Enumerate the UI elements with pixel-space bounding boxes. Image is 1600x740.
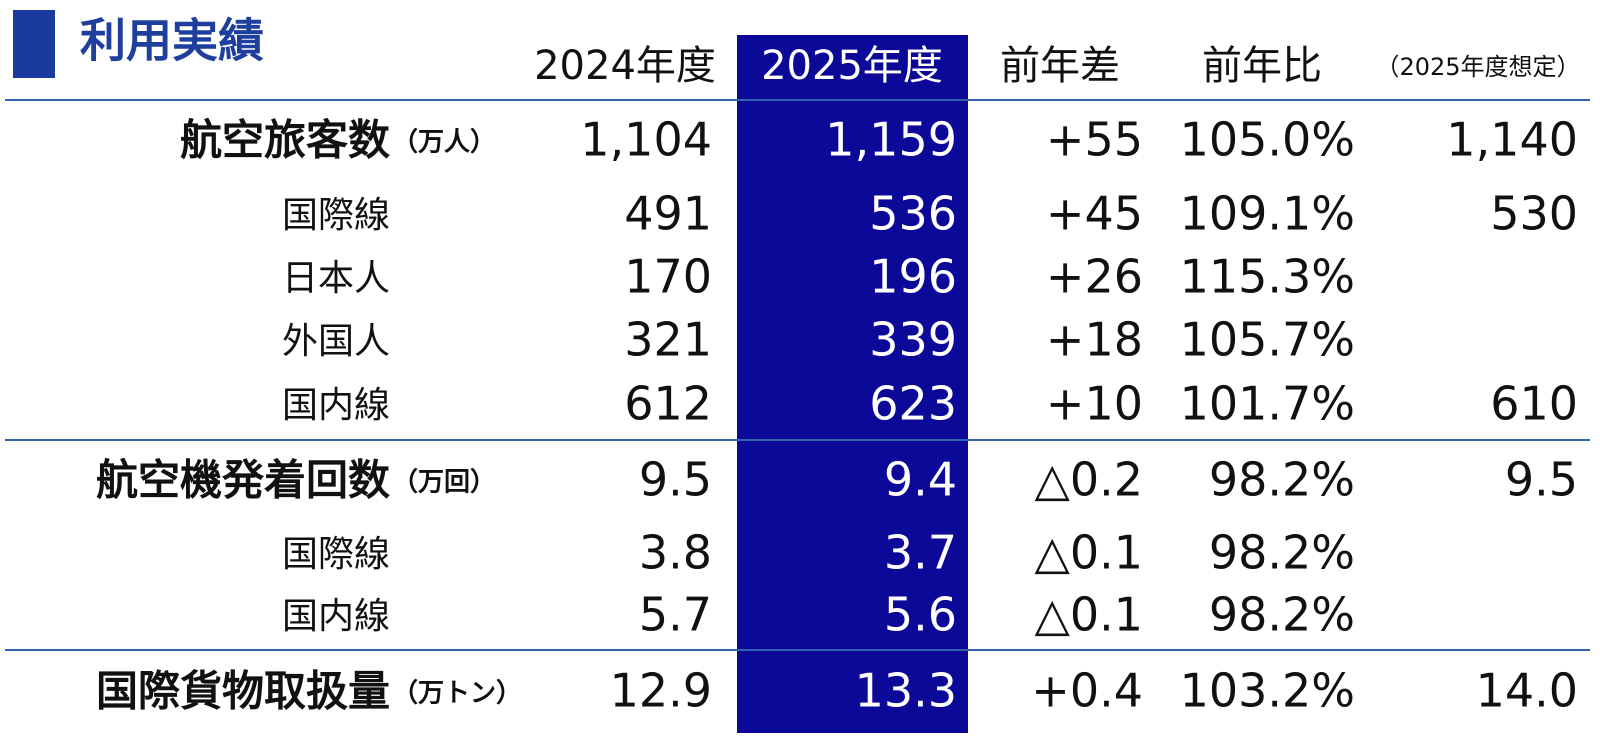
cell: +0.4 [1031, 664, 1143, 718]
cell: 610 [1490, 377, 1578, 431]
cell: 13.3 [855, 664, 957, 718]
row-label: 外国人 [282, 321, 390, 362]
column-header: 2024年度 [534, 43, 716, 89]
cell: △0.1 [1034, 526, 1143, 580]
cell: 3.7 [884, 526, 957, 580]
row-label: 国内線 [282, 385, 390, 426]
column-header: 前年比 [1202, 43, 1322, 89]
cell: 612 [624, 377, 712, 431]
cell: 98.2% [1209, 588, 1355, 642]
cell: △0.1 [1034, 588, 1143, 642]
cell: 115.3% [1180, 250, 1355, 304]
cell: 3.8 [639, 526, 712, 580]
cell: 196 [869, 250, 957, 304]
cell: 1,159 [825, 113, 957, 167]
cell: +26 [1046, 250, 1143, 304]
cell: 105.7% [1180, 313, 1355, 367]
cell: +18 [1046, 313, 1143, 367]
cell: 98.2% [1209, 526, 1355, 580]
row-label: 国内線 [282, 596, 390, 637]
title-marker [13, 10, 55, 78]
cell: +45 [1046, 187, 1143, 241]
cell: 9.5 [1505, 453, 1578, 507]
cell: △0.2 [1034, 453, 1143, 507]
cell: +55 [1046, 113, 1143, 167]
section-label: 航空旅客数 [180, 116, 390, 165]
cell: 103.2% [1180, 664, 1355, 718]
cell: 109.1% [1180, 187, 1355, 241]
cell: 1,140 [1446, 113, 1578, 167]
section-unit: （万人） [392, 128, 496, 158]
column-header: （2025年度想定） [1375, 53, 1580, 81]
cell: 12.9 [610, 664, 712, 718]
cell: 170 [624, 250, 712, 304]
column-header: 前年差 [1000, 43, 1120, 89]
cell: 321 [624, 313, 712, 367]
cell: 530 [1490, 187, 1578, 241]
cell: 491 [624, 187, 712, 241]
cell: 1,104 [580, 113, 712, 167]
title: 利用実績 [80, 14, 264, 68]
cell: 9.5 [639, 453, 712, 507]
cell: 98.2% [1209, 453, 1355, 507]
section-label: 国際貨物取扱量 [96, 667, 390, 716]
section-label: 航空機発着回数 [96, 456, 390, 505]
cell: 536 [869, 187, 957, 241]
cell: 101.7% [1180, 377, 1355, 431]
row-label: 日本人 [282, 258, 390, 299]
cell: +10 [1046, 377, 1143, 431]
row-label: 国際線 [282, 195, 390, 236]
column-header: 2025年度 [761, 43, 943, 89]
cell: 14.0 [1476, 664, 1578, 718]
row-label: 国際線 [282, 534, 390, 575]
cell: 9.4 [884, 453, 957, 507]
cell: 105.0% [1180, 113, 1355, 167]
section-unit: （万回） [392, 468, 496, 498]
section-unit: （万トン） [392, 679, 522, 709]
cell: 339 [869, 313, 957, 367]
cell: 5.7 [639, 588, 712, 642]
cell: 5.6 [884, 588, 957, 642]
cell: 623 [869, 377, 957, 431]
highlight-column [737, 35, 968, 733]
